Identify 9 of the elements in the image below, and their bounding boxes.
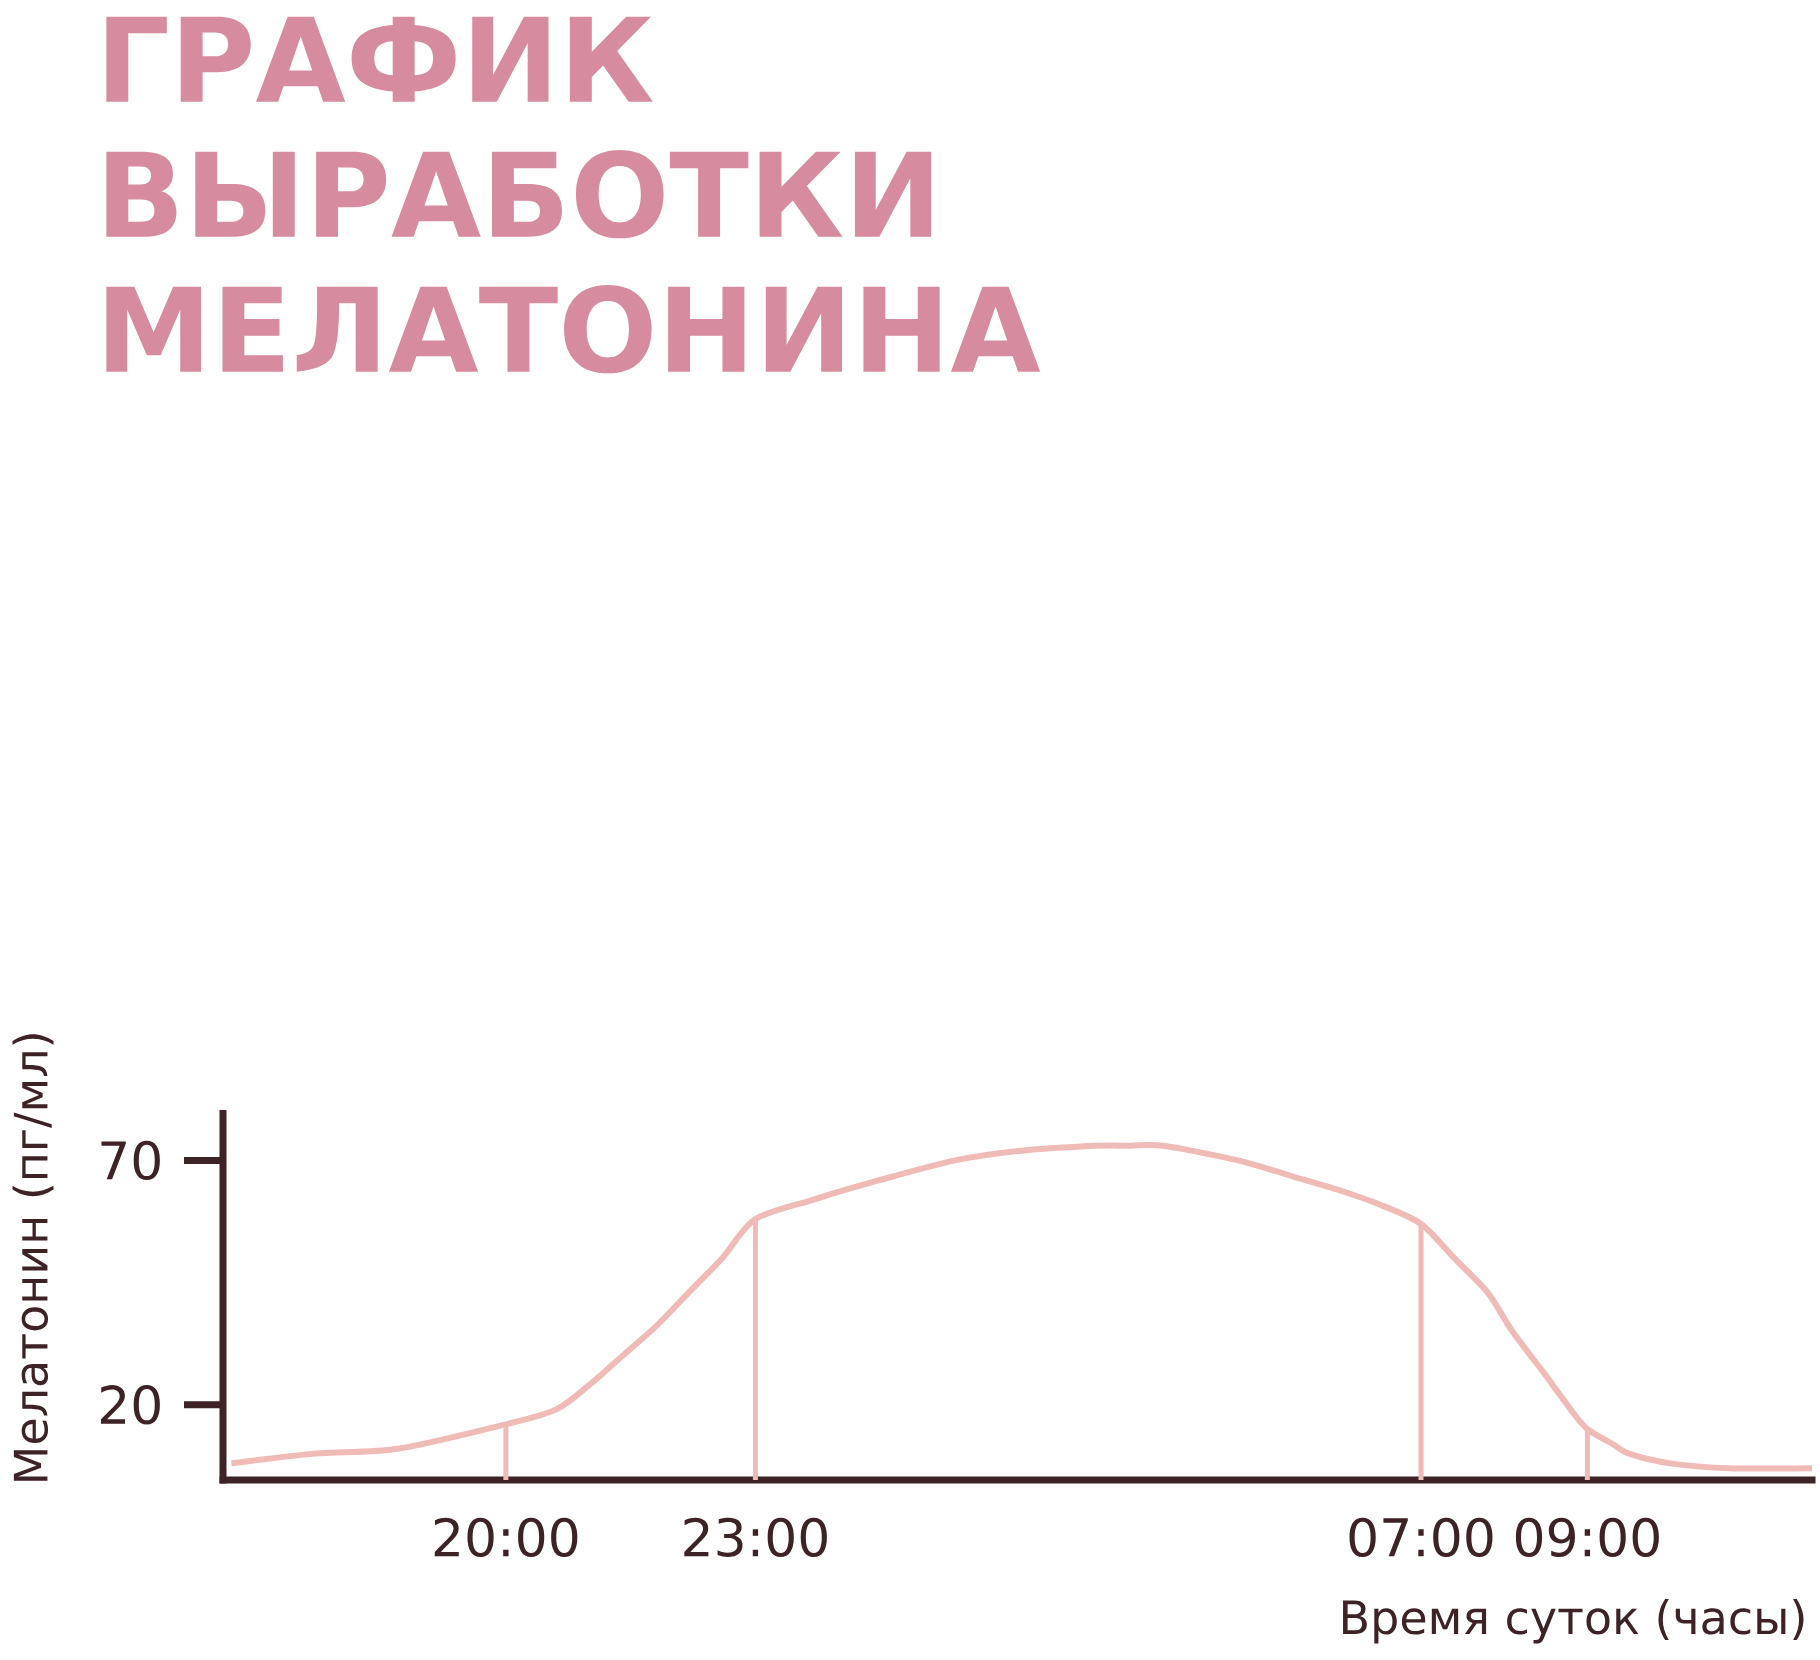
y-axis-title: Мелатонин (пг/мл) [12,1034,54,1481]
chart-title: ГРАФИК ВЫРАБОТКИ МЕЛАТОНИНА [106,16,1041,374]
x-tick-label: 20:00 [434,1517,578,1557]
y-tick-label: 70 [101,1140,160,1181]
x-tick-label: 23:00 [684,1517,827,1557]
x-tick-label: 07:00 [1349,1517,1493,1557]
x-axis-title: Время суток (часы) [1343,1599,1804,1644]
y-tick-label: 20 [100,1385,160,1425]
x-tick-label: 09:00 [1515,1517,1659,1557]
